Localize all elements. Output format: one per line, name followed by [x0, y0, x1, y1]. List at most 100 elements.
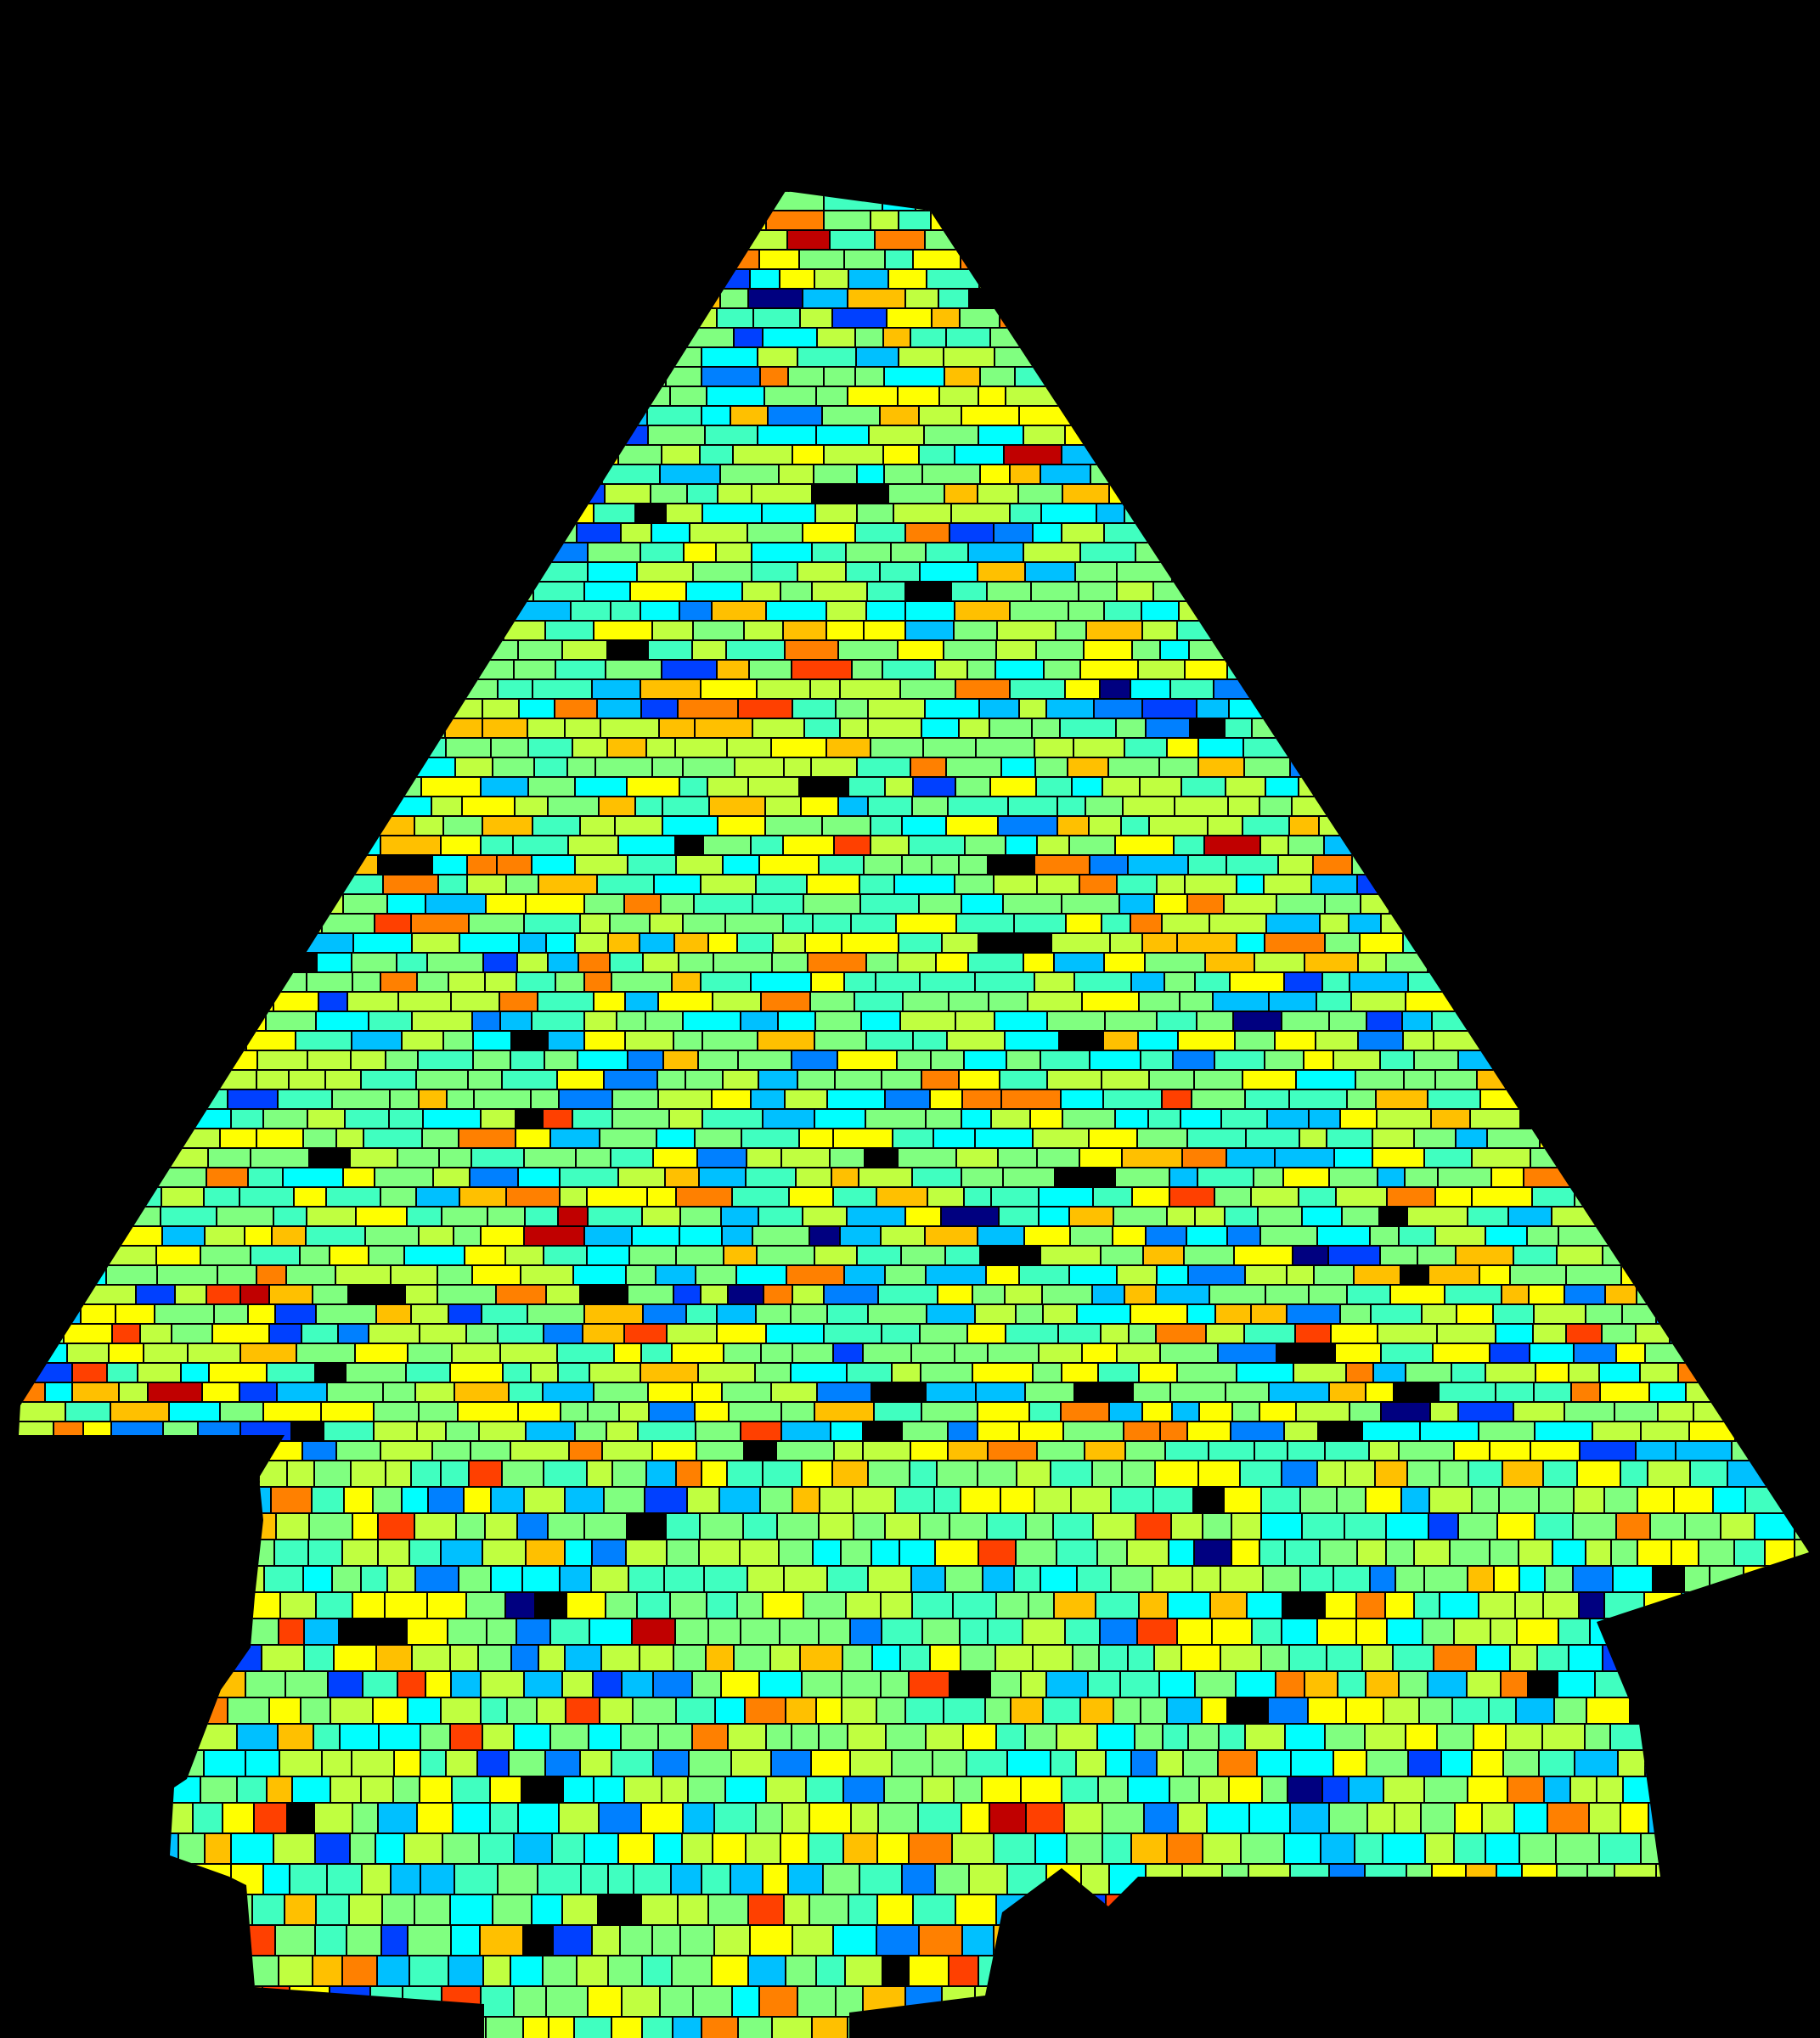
- brick: [1070, 1486, 1112, 1514]
- brick: [859, 1863, 903, 1895]
- brick: [623, 1776, 662, 1804]
- brick: [853, 1512, 886, 1540]
- brick: [508, 1382, 544, 1403]
- brick: [1310, 874, 1358, 895]
- brick: [675, 1186, 733, 1208]
- brick: [549, 1618, 590, 1646]
- brick: [588, 1723, 622, 1751]
- brick: [1050, 1460, 1093, 1488]
- brick: [840, 1539, 872, 1567]
- brick: [901, 815, 947, 836]
- brick: [611, 1749, 654, 1777]
- brick: [448, 1303, 482, 1325]
- brick: [1159, 1421, 1188, 1442]
- brick: [490, 737, 529, 758]
- brick: [921, 1401, 978, 1422]
- brick: [747, 1565, 785, 1593]
- brick: [389, 1089, 420, 1110]
- brick: [678, 952, 714, 973]
- brick: [746, 1147, 782, 1168]
- brick: [786, 1264, 845, 1286]
- brick: [812, 913, 852, 934]
- brick: [989, 1802, 1027, 1834]
- brick: [924, 1225, 978, 1247]
- brick: [557, 1206, 589, 1227]
- brick: [401, 1486, 429, 1514]
- brick: [307, 1108, 346, 1129]
- brick: [762, 1460, 803, 1488]
- brick: [1159, 1343, 1219, 1364]
- brick: [750, 1089, 786, 1110]
- brick: [572, 1108, 613, 1129]
- brick: [1457, 1401, 1514, 1422]
- brick: [755, 1802, 783, 1834]
- brick: [1027, 991, 1083, 1012]
- brick: [955, 1011, 995, 1032]
- brick: [1084, 1440, 1126, 1461]
- brick: [1498, 1486, 1540, 1514]
- brick: [778, 1539, 814, 1567]
- brick: [217, 1264, 257, 1286]
- brick: [576, 522, 622, 543]
- brick: [750, 835, 784, 856]
- brick: [564, 1644, 602, 1672]
- brick: [485, 2016, 524, 2038]
- brick: [825, 620, 865, 641]
- brick: [1293, 1362, 1347, 1383]
- brick: [278, 1955, 313, 1987]
- brick: [993, 522, 1034, 543]
- brick: [908, 1833, 953, 1865]
- brick: [1141, 600, 1180, 622]
- brick: [531, 1011, 585, 1032]
- brick: [925, 1108, 962, 1129]
- brick: [382, 874, 439, 895]
- brick: [621, 1670, 654, 1698]
- brick: [1345, 1362, 1374, 1383]
- brick: [1485, 1833, 1520, 1865]
- brick: [765, 1776, 807, 1804]
- brick: [879, 405, 920, 426]
- brick: [674, 1618, 709, 1646]
- brick: [350, 1460, 386, 1488]
- brick: [485, 893, 527, 915]
- brick: [737, 1050, 792, 1071]
- brick: [482, 952, 518, 973]
- brick: [1068, 835, 1116, 856]
- brick: [1374, 1460, 1408, 1488]
- brick: [912, 776, 956, 797]
- brick: [1361, 1421, 1421, 1442]
- brick: [1143, 1802, 1179, 1834]
- brick: [1034, 737, 1074, 758]
- brick: [1256, 1749, 1292, 1777]
- brick: [1214, 1050, 1265, 1071]
- brick: [239, 1343, 297, 1364]
- brick: [1579, 1440, 1637, 1461]
- brick: [821, 815, 871, 836]
- brick: [1421, 1303, 1457, 1325]
- brick: [377, 854, 433, 875]
- brick: [932, 1749, 967, 1777]
- brick: [1259, 1539, 1286, 1567]
- brick: [339, 1723, 380, 1751]
- brick: [1576, 1460, 1621, 1488]
- brick: [682, 757, 735, 778]
- brick: [593, 503, 636, 524]
- brick: [763, 1284, 793, 1305]
- brick: [1020, 1776, 1062, 1804]
- brick: [993, 874, 1038, 895]
- brick: [896, 1050, 932, 1071]
- brick: [230, 1108, 264, 1129]
- brick: [204, 1225, 245, 1247]
- brick: [1541, 1723, 1586, 1751]
- brick: [776, 1512, 820, 1540]
- brick: [601, 1440, 653, 1461]
- brick: [814, 503, 858, 524]
- brick: [268, 1697, 301, 1725]
- brick: [1177, 1802, 1208, 1834]
- brick: [559, 1167, 619, 1188]
- brick: [995, 1723, 1026, 1751]
- brick: [437, 1264, 473, 1286]
- brick: [1141, 620, 1178, 641]
- brick: [963, 1186, 992, 1208]
- brick: [479, 1924, 524, 1956]
